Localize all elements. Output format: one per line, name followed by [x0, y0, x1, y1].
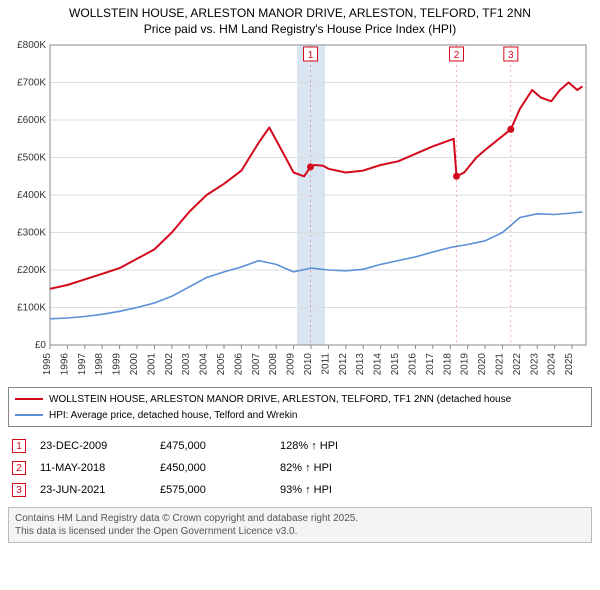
event-hpi: 93% ↑ HPI	[280, 484, 420, 496]
svg-text:£500K: £500K	[17, 153, 46, 164]
svg-text:2024: 2024	[547, 353, 558, 376]
sale-events-list: 1 23-DEC-2009£475,000128% ↑ HPI 2 11-MAY-20…	[8, 435, 592, 501]
svg-text:2017: 2017	[425, 353, 436, 376]
legend: WOLLSTEIN HOUSE, ARLESTON MANOR DRIVE, A…	[8, 387, 592, 427]
line-chart-svg: £0 £100K £200K £300K £400K £500K £600K £700K £80…	[8, 41, 592, 381]
svg-text:2011: 2011	[320, 353, 331, 375]
footer-line2: This data is licensed under the Open Gov…	[15, 525, 585, 538]
legend-swatch	[15, 414, 43, 416]
legend-item: HPI: Average price, detached house, Telf…	[15, 407, 585, 423]
legend-label: WOLLSTEIN HOUSE, ARLESTON MANOR DRIVE, A…	[49, 394, 511, 405]
event-index: 2	[12, 461, 26, 475]
svg-text:3: 3	[508, 50, 514, 61]
svg-text:1997: 1997	[77, 353, 88, 376]
event-date: 23-JUN-2021	[40, 484, 160, 496]
svg-text:2020: 2020	[477, 353, 488, 376]
svg-text:2013: 2013	[355, 353, 366, 376]
legend-item: WOLLSTEIN HOUSE, ARLESTON MANOR DRIVE, A…	[15, 391, 585, 407]
svg-text:£100K: £100K	[17, 303, 46, 314]
svg-text:2014: 2014	[373, 353, 384, 376]
svg-text:1996: 1996	[59, 353, 70, 376]
svg-text:2022: 2022	[512, 353, 523, 376]
svg-text:2009: 2009	[286, 353, 297, 376]
event-price: £475,000	[160, 440, 280, 452]
svg-text:2010: 2010	[303, 353, 314, 376]
svg-text:2001: 2001	[146, 353, 157, 376]
svg-text:2003: 2003	[181, 353, 192, 376]
svg-text:£400K: £400K	[17, 190, 46, 201]
svg-text:2023: 2023	[529, 353, 540, 376]
event-hpi: 128% ↑ HPI	[280, 440, 420, 452]
legend-label: HPI: Average price, detached house, Telf…	[49, 410, 298, 421]
svg-text:£700K: £700K	[17, 78, 46, 89]
sale-event-row: 3 23-JUN-2021£575,00093% ↑ HPI	[8, 479, 592, 501]
svg-text:2002: 2002	[164, 353, 175, 376]
svg-text:1995: 1995	[42, 353, 53, 376]
event-date: 11-MAY-2018	[40, 462, 160, 474]
svg-text:2012: 2012	[338, 353, 349, 376]
svg-text:1999: 1999	[112, 353, 123, 376]
svg-text:2025: 2025	[564, 353, 575, 376]
title-line1: WOLLSTEIN HOUSE, ARLESTON MANOR DRIVE, A…	[8, 6, 592, 22]
event-date: 23-DEC-2009	[40, 440, 160, 452]
svg-text:2008: 2008	[268, 353, 279, 376]
svg-text:2: 2	[454, 50, 460, 61]
svg-text:2007: 2007	[251, 353, 262, 376]
svg-text:2015: 2015	[390, 353, 401, 376]
svg-text:2018: 2018	[442, 353, 453, 376]
sale-event-row: 2 11-MAY-2018£450,00082% ↑ HPI	[8, 457, 592, 479]
chart-area: £0 £100K £200K £300K £400K £500K £600K £700K £80…	[8, 41, 592, 381]
svg-text:2016: 2016	[407, 353, 418, 376]
sale-event-row: 1 23-DEC-2009£475,000128% ↑ HPI	[8, 435, 592, 457]
svg-text:2021: 2021	[494, 353, 505, 376]
svg-text:£800K: £800K	[17, 41, 46, 51]
svg-text:£300K: £300K	[17, 228, 46, 239]
attribution-footer: Contains HM Land Registry data © Crown c…	[8, 507, 592, 543]
svg-text:2019: 2019	[460, 353, 471, 376]
chart-title: WOLLSTEIN HOUSE, ARLESTON MANOR DRIVE, A…	[8, 6, 592, 37]
event-index: 3	[12, 483, 26, 497]
footer-line1: Contains HM Land Registry data © Crown c…	[15, 512, 585, 525]
svg-text:1: 1	[308, 50, 314, 61]
svg-text:£600K: £600K	[17, 115, 46, 126]
svg-text:2005: 2005	[216, 353, 227, 376]
chart-container: WOLLSTEIN HOUSE, ARLESTON MANOR DRIVE, A…	[0, 0, 600, 549]
svg-text:£200K: £200K	[17, 265, 46, 276]
svg-text:2004: 2004	[199, 353, 210, 376]
event-hpi: 82% ↑ HPI	[280, 462, 420, 474]
svg-text:£0: £0	[35, 340, 47, 351]
legend-swatch	[15, 398, 43, 400]
svg-text:2000: 2000	[129, 353, 140, 376]
event-index: 1	[12, 439, 26, 453]
svg-text:1998: 1998	[94, 353, 105, 376]
title-line2: Price paid vs. HM Land Registry's House …	[8, 22, 592, 38]
event-price: £575,000	[160, 484, 280, 496]
svg-text:2006: 2006	[233, 353, 244, 376]
event-price: £450,000	[160, 462, 280, 474]
